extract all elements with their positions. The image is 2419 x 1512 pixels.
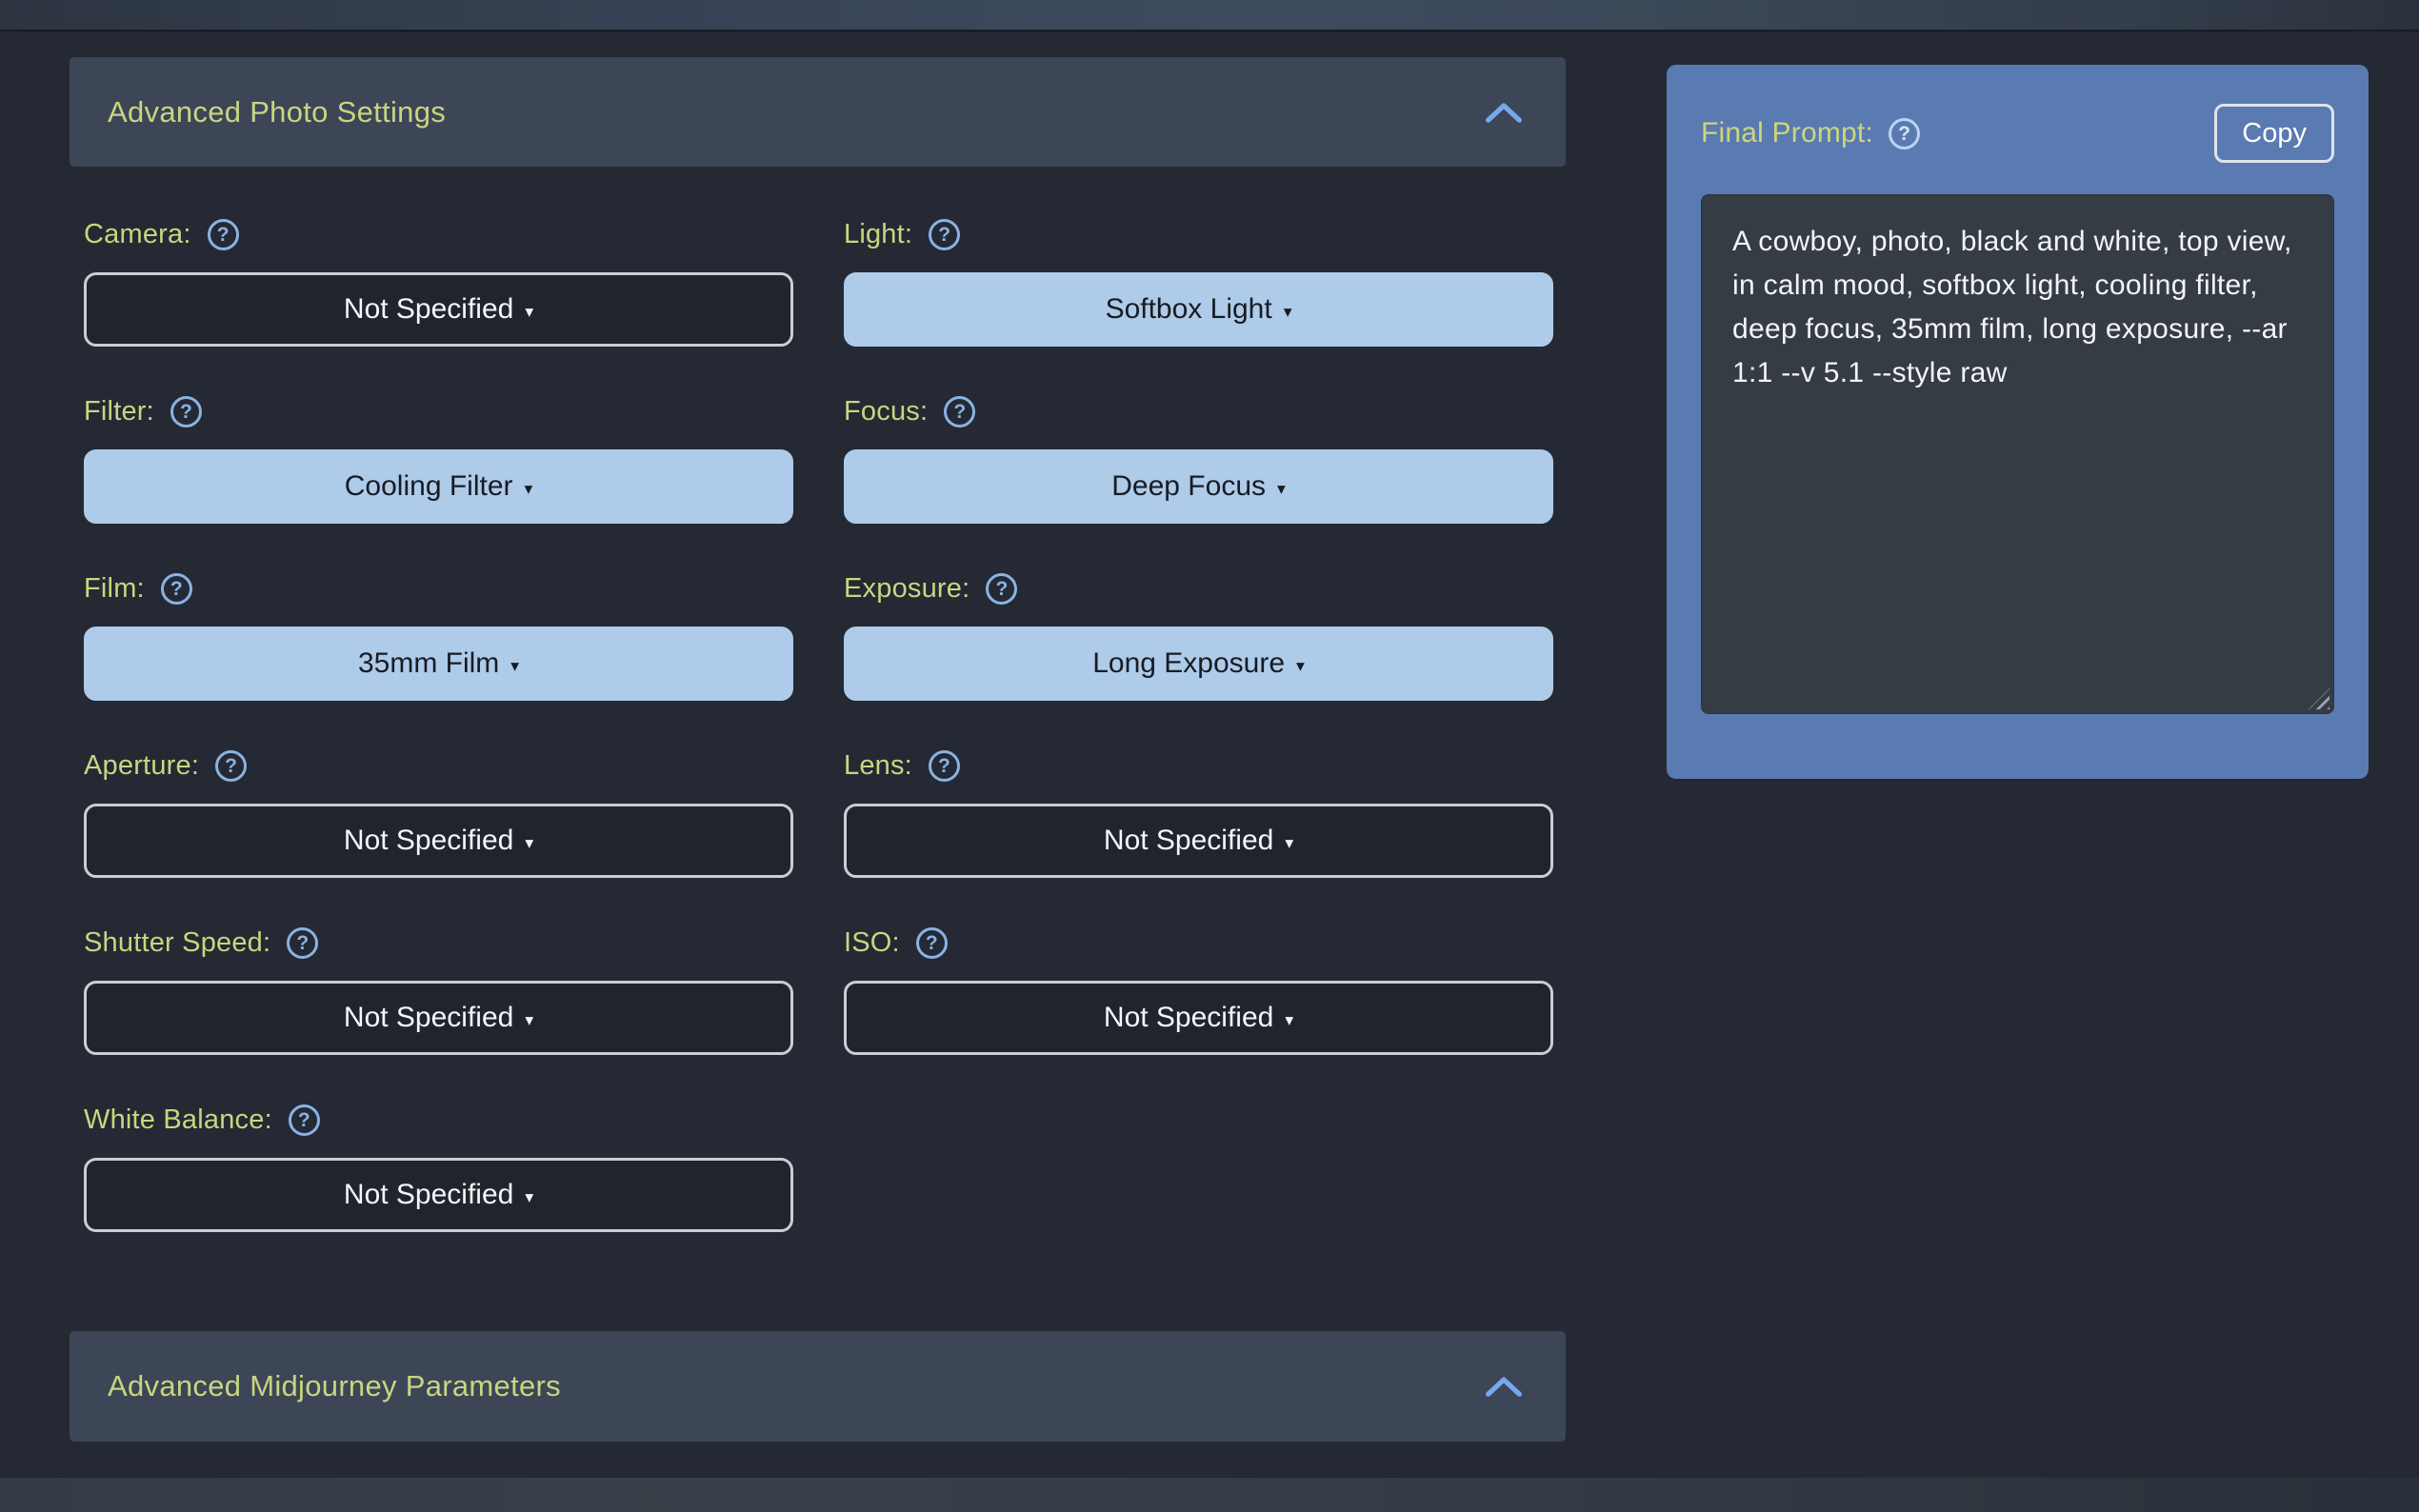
dropdown-value: Not Specified	[343, 1179, 514, 1210]
help-icon[interactable]: ?	[287, 926, 319, 959]
help-icon[interactable]: ?	[288, 1104, 320, 1136]
section-title-advanced-midjourney-parameters: Advanced Midjourney Parameters	[108, 1369, 561, 1403]
white-balance-dropdown[interactable]: Not Specified ▾	[84, 1158, 793, 1232]
caret-down-icon: ▾	[525, 832, 534, 852]
field-label-row: Focus: ?	[844, 391, 1553, 431]
dropdown-value: Not Specified	[1103, 825, 1274, 856]
dropdown-value: Deep Focus	[1111, 470, 1266, 502]
field-filter: Filter: ? Cooling Filter ▾	[84, 391, 793, 524]
caret-down-icon: ▾	[1285, 832, 1294, 852]
final-prompt-panel: Final Prompt: ? Copy A cowboy, photo, bl…	[1667, 65, 2369, 779]
dropdown-value: Cooling Filter	[344, 470, 513, 502]
caret-down-icon: ▾	[1283, 301, 1292, 321]
shutter-speed-dropdown[interactable]: Not Specified ▾	[84, 981, 793, 1055]
photo-settings-form: Camera: ? Not Specified ▾ Light: ? Softb…	[84, 214, 1553, 1277]
field-label-row: Exposure: ?	[844, 568, 1553, 608]
field-exposure: Exposure: ? Long Exposure ▾	[844, 568, 1553, 701]
help-icon[interactable]: ?	[207, 218, 239, 250]
final-prompt-header: Final Prompt: ? Copy	[1701, 103, 2334, 164]
help-icon[interactable]: ?	[944, 395, 976, 428]
dropdown-value: Not Specified	[1103, 1002, 1274, 1033]
field-label-row: Aperture: ?	[84, 746, 793, 786]
lens-dropdown[interactable]: Not Specified ▾	[844, 804, 1553, 878]
focus-dropdown[interactable]: Deep Focus ▾	[844, 449, 1553, 524]
field-label: Aperture:	[84, 749, 200, 781]
field-label-row: Camera: ?	[84, 214, 793, 254]
field-label-row: White Balance: ?	[84, 1100, 793, 1140]
field-label-row: Lens: ?	[844, 746, 1553, 786]
exposure-dropdown[interactable]: Long Exposure ▾	[844, 627, 1553, 701]
final-prompt-textarea-wrap: A cowboy, photo, black and white, top vi…	[1701, 194, 2334, 714]
field-label-row: ISO: ?	[844, 923, 1553, 963]
final-prompt-textarea[interactable]: A cowboy, photo, black and white, top vi…	[1701, 194, 2334, 714]
help-icon[interactable]: ?	[170, 395, 202, 428]
light-dropdown[interactable]: Softbox Light ▾	[844, 272, 1553, 347]
section-title-advanced-photo-settings: Advanced Photo Settings	[108, 94, 447, 129]
help-icon[interactable]: ?	[915, 926, 948, 959]
field-label: ISO:	[844, 926, 900, 958]
field-shutter-speed: Shutter Speed: ? Not Specified ▾	[84, 923, 793, 1055]
field-label: White Balance:	[84, 1104, 272, 1135]
field-label: Light:	[844, 218, 913, 249]
section-header-advanced-photo-settings[interactable]: Advanced Photo Settings	[70, 57, 1566, 167]
section-header-advanced-midjourney-parameters[interactable]: Advanced Midjourney Parameters	[70, 1331, 1566, 1442]
dropdown-value: Not Specified	[343, 293, 514, 325]
camera-dropdown[interactable]: Not Specified ▾	[84, 272, 793, 347]
help-icon[interactable]: ?	[1889, 117, 1920, 149]
help-icon[interactable]: ?	[928, 749, 960, 782]
field-label-row: Filter: ?	[84, 391, 793, 431]
caret-down-icon: ▾	[1277, 478, 1286, 498]
caret-down-icon: ▾	[524, 478, 533, 498]
top-edge-panel	[0, 0, 2419, 32]
field-camera: Camera: ? Not Specified ▾	[84, 214, 793, 347]
help-icon[interactable]: ?	[929, 218, 961, 250]
dropdown-value: 35mm Film	[357, 647, 500, 679]
caret-down-icon: ▾	[525, 301, 534, 321]
field-label: Exposure:	[844, 572, 970, 604]
field-white-balance: White Balance: ? Not Specified ▾	[84, 1100, 793, 1232]
filter-dropdown[interactable]: Cooling Filter ▾	[84, 449, 793, 524]
caret-down-icon: ▾	[525, 1186, 534, 1206]
field-label: Film:	[84, 572, 145, 604]
film-dropdown[interactable]: 35mm Film ▾	[84, 627, 793, 701]
field-film: Film: ? 35mm Film ▾	[84, 568, 793, 701]
caret-down-icon: ▾	[525, 1009, 534, 1029]
dropdown-value: Long Exposure	[1092, 647, 1286, 679]
iso-dropdown[interactable]: Not Specified ▾	[844, 981, 1553, 1055]
field-label-row: Shutter Speed: ?	[84, 923, 793, 963]
field-label: Filter:	[84, 395, 154, 427]
field-label-row: Film: ?	[84, 568, 793, 608]
field-focus: Focus: ? Deep Focus ▾	[844, 391, 1553, 524]
aperture-dropdown[interactable]: Not Specified ▾	[84, 804, 793, 878]
field-aperture: Aperture: ? Not Specified ▾	[84, 746, 793, 878]
caret-down-icon: ▾	[1296, 655, 1305, 675]
field-lens: Lens: ? Not Specified ▾	[844, 746, 1553, 878]
dropdown-value: Softbox Light	[1105, 293, 1272, 325]
help-icon[interactable]: ?	[160, 572, 192, 605]
chevron-up-icon[interactable]	[1484, 1373, 1524, 1400]
field-label: Shutter Speed:	[84, 926, 271, 958]
copy-button[interactable]: Copy	[2214, 104, 2334, 163]
caret-down-icon: ▾	[1285, 1009, 1294, 1029]
help-icon[interactable]: ?	[215, 749, 248, 782]
field-iso: ISO: ? Not Specified ▾	[844, 923, 1553, 1055]
caret-down-icon: ▾	[510, 655, 520, 675]
field-light: Light: ? Softbox Light ▾	[844, 214, 1553, 347]
bottom-edge-panel	[0, 1478, 2419, 1512]
final-prompt-label: Final Prompt:	[1701, 117, 1873, 149]
field-label: Camera:	[84, 218, 191, 249]
field-label: Focus:	[844, 395, 929, 427]
dropdown-value: Not Specified	[343, 825, 514, 856]
field-label: Lens:	[844, 749, 912, 781]
help-icon[interactable]: ?	[986, 572, 1018, 605]
field-label-row: Light: ?	[844, 214, 1553, 254]
dropdown-value: Not Specified	[343, 1002, 514, 1033]
chevron-up-icon[interactable]	[1484, 99, 1524, 126]
